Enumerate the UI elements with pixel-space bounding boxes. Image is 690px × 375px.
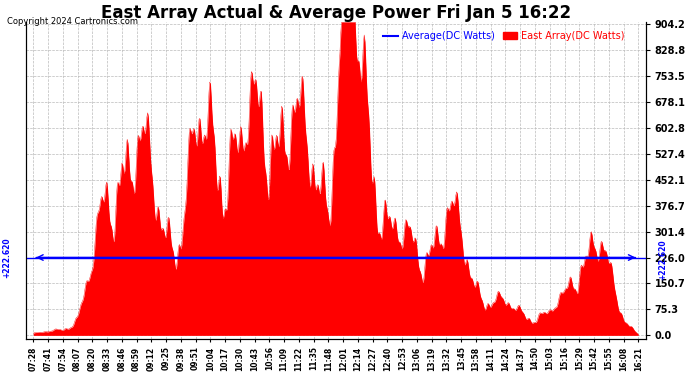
Text: Copyright 2024 Cartronics.com: Copyright 2024 Cartronics.com — [7, 17, 138, 26]
Legend: Average(DC Watts), East Array(DC Watts): Average(DC Watts), East Array(DC Watts) — [380, 27, 629, 45]
Text: +222.620: +222.620 — [658, 239, 667, 280]
Title: East Array Actual & Average Power Fri Jan 5 16:22: East Array Actual & Average Power Fri Ja… — [101, 4, 571, 22]
Text: +222.620: +222.620 — [2, 237, 11, 278]
